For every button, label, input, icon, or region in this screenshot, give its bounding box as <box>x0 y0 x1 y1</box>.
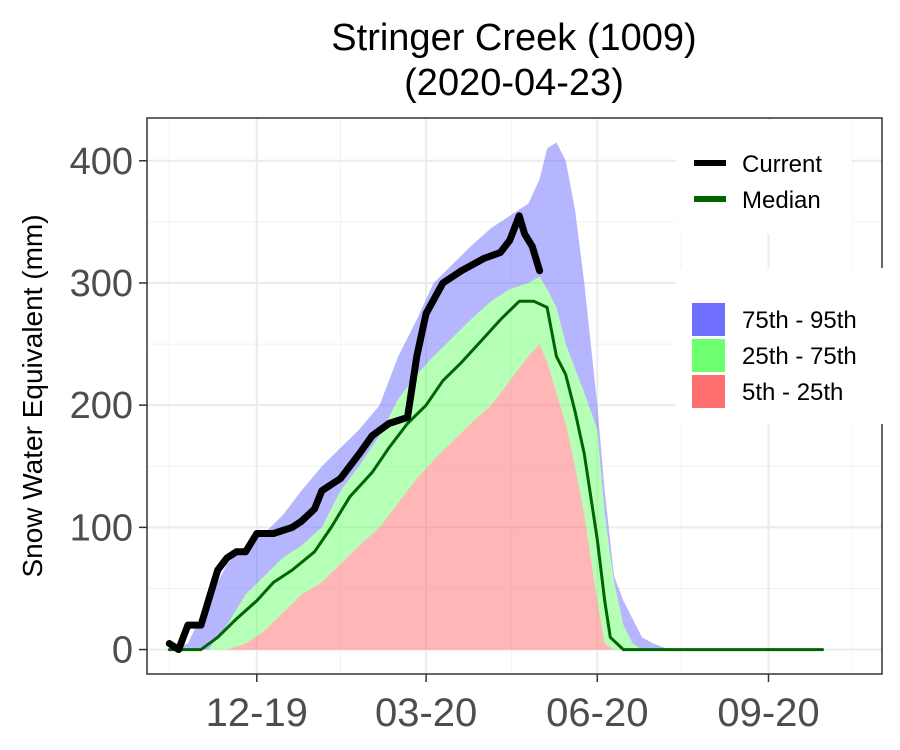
legend-5-25-key <box>692 375 725 408</box>
legend-current-label: Current <box>742 151 822 178</box>
y-tick-label-4: 400 <box>70 141 133 183</box>
legend-lines-background <box>676 120 852 234</box>
chart-title: Stringer Creek (1009) <box>331 17 696 59</box>
x-tick-label-0: 12-19 <box>206 691 308 735</box>
legend-75-95-key <box>692 303 725 336</box>
y-axis-label: Snow Water Equivalent (mm) <box>17 214 48 577</box>
y-tick-label-3: 300 <box>70 263 133 305</box>
x-tick-label-2: 06-20 <box>546 691 648 735</box>
x-axis: 12-19 03-20 06-20 09-20 <box>206 674 820 735</box>
x-tick-label-3: 09-20 <box>717 691 819 735</box>
legend-lines: Current Median <box>676 120 852 234</box>
x-tick-label-1: 03-20 <box>375 691 477 735</box>
band-25-75 <box>169 276 670 650</box>
legend-25-75-key <box>692 339 725 372</box>
y-tick-label-2: 200 <box>70 385 133 427</box>
legend-25-75-label: 25th - 75th <box>742 343 857 370</box>
series-lines <box>165 212 824 654</box>
y-tick-label-0: 0 <box>112 630 133 672</box>
legend-5-25-label: 5th - 25th <box>742 379 843 406</box>
series-line-median <box>167 299 824 652</box>
series-line-current <box>165 212 544 654</box>
band-5-25 <box>169 344 670 650</box>
chart-subtitle: (2020-04-23) <box>404 62 624 104</box>
legend-median-label: Median <box>742 187 821 214</box>
legend-bands: 75th - 95th 25th - 75th 5th - 25th <box>676 268 890 424</box>
legend-75-95-label: 75th - 95th <box>742 307 857 334</box>
y-axis: 0 100 200 300 400 <box>70 141 147 672</box>
y-tick-label-1: 100 <box>70 507 133 549</box>
